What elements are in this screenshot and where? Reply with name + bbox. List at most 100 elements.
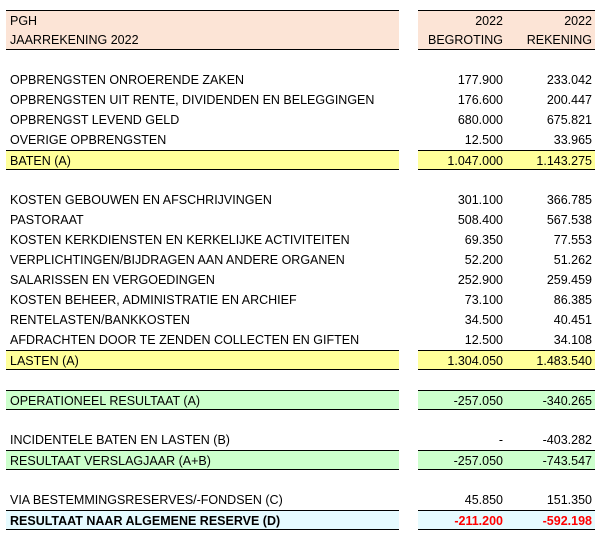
begroting-value: 176.600 <box>457 93 503 107</box>
rekening-value: 33.965 <box>553 133 592 147</box>
rekening-value: 259.459 <box>546 273 592 287</box>
row-values: 12.500 33.965 <box>418 130 595 150</box>
table-row: OPBRENGSTEN ONROERENDE ZAKEN 177.900 233.0… <box>0 70 602 90</box>
report-title: JAARREKENING 2022 <box>6 30 399 50</box>
begroting-value: 12.500 <box>464 333 503 347</box>
rekening-value: 151.350 <box>546 493 592 507</box>
rekening-header: REKENING <box>526 33 592 47</box>
begroting-value: 1.047.000 <box>447 154 503 168</box>
begroting-value: 508.400 <box>457 213 503 227</box>
row-values: -257.050 -340.265 <box>418 390 595 410</box>
table-row: KOSTEN GEBOUWEN EN AFSCHRIJVINGEN 301.100… <box>0 190 602 210</box>
begroting-value: 52.200 <box>464 253 503 267</box>
row-label: RENTELASTEN/BANKKOSTEN <box>10 313 190 327</box>
row-label: KOSTEN BEHEER, ADMINISTRATIE EN ARCHIEF <box>10 293 297 307</box>
row-label: SALARISSEN EN VERGOEDINGEN <box>10 273 215 287</box>
row-label: KOSTEN KERKDIENSTEN EN KERKELIJKE ACTIVI… <box>10 233 350 247</box>
begroting-value: 45.850 <box>464 493 503 507</box>
table-row: SALARISSEN EN VERGOEDINGEN 252.900 259.459 <box>0 270 602 290</box>
rekening-value: 86.385 <box>553 293 592 307</box>
header-years: 2022 2022 <box>418 10 595 30</box>
rekening-value: 675.821 <box>546 113 592 127</box>
report-org: PGH <box>6 10 399 30</box>
row-values: 508.400 567.538 <box>418 210 595 230</box>
table-row: LASTEN (A) 1.304.050 1.483.540 <box>0 350 602 370</box>
begroting-value: -257.050 <box>453 454 503 468</box>
begroting-value: -257.050 <box>453 394 503 408</box>
table-row: INCIDENTELE BATEN EN LASTEN (B) - -403.282 <box>0 430 602 450</box>
begroting-value: 73.100 <box>464 293 503 307</box>
table-row: KOSTEN KERKDIENSTEN EN KERKELIJKE ACTIVI… <box>0 230 602 250</box>
row-values: -211.200 -592.198 <box>418 510 595 530</box>
row-label: KOSTEN GEBOUWEN EN AFSCHRIJVINGEN <box>10 193 272 207</box>
rekening-value: 77.553 <box>553 233 592 247</box>
rekening-year: 2022 <box>564 14 592 28</box>
rekening-value: 1.483.540 <box>536 354 592 368</box>
row-values: - -403.282 <box>418 430 595 450</box>
rekening-value: -743.547 <box>542 454 592 468</box>
rekening-value: -340.265 <box>542 394 592 408</box>
table-row: OPBRENGSTEN UIT RENTE, DIVIDENDEN EN BEL… <box>0 90 602 110</box>
row-label: VERPLICHTINGEN/BIJDRAGEN AAN ANDERE ORGA… <box>10 253 345 267</box>
row-values: 73.100 86.385 <box>418 290 595 310</box>
table-row: OVERIGE OPBRENGSTEN 12.500 33.965 <box>0 130 602 150</box>
table-row: RENTELASTEN/BANKKOSTEN 34.500 40.451 <box>0 310 602 330</box>
begroting-value: 301.100 <box>457 193 503 207</box>
begroting-value: - <box>498 433 503 447</box>
begroting-value: 177.900 <box>457 73 503 87</box>
row-label: AFDRACHTEN DOOR TE ZENDEN COLLECTEN EN G… <box>10 333 360 347</box>
begroting-value: 12.500 <box>464 133 503 147</box>
row-values: 34.500 40.451 <box>418 310 595 330</box>
table-row: PASTORAAT 508.400 567.538 <box>0 210 602 230</box>
header-row-1: PGH 2022 2022 <box>0 10 602 30</box>
rekening-value: 233.042 <box>546 73 592 87</box>
row-label: PASTORAAT <box>10 213 84 227</box>
row-values: 45.850 151.350 <box>418 490 595 510</box>
rekening-value: -403.282 <box>542 433 592 447</box>
row-values: 1.047.000 1.143.275 <box>418 150 595 170</box>
begroting-value: -211.200 <box>454 514 503 528</box>
rekening-value: 1.143.275 <box>536 154 592 168</box>
row-label: LASTEN (A) <box>6 350 399 370</box>
row-label: RESULTAAT NAAR ALGEMENE RESERVE (D) <box>6 510 399 530</box>
begroting-value: 252.900 <box>457 273 503 287</box>
header-labels: BEGROTING REKENING <box>418 30 595 50</box>
row-label: VIA BESTEMMINGSRESERVES/-FONDSEN (C) <box>10 493 283 507</box>
begroting-value: 680.000 <box>457 113 503 127</box>
table-row: OPERATIONEEL RESULTAAT (A) -257.050 -340.2… <box>0 390 602 410</box>
row-values: 177.900 233.042 <box>418 70 595 90</box>
begroting-year: 2022 <box>475 14 503 28</box>
header-row-2: JAARREKENING 2022 BEGROTING REKENING <box>0 30 602 50</box>
row-label: RESULTAAT VERSLAGJAAR (A+B) <box>6 450 399 470</box>
row-values: -257.050 -743.547 <box>418 450 595 470</box>
row-values: 176.600 200.447 <box>418 90 595 110</box>
row-label: INCIDENTELE BATEN EN LASTEN (B) <box>10 433 230 447</box>
row-values: 301.100 366.785 <box>418 190 595 210</box>
rekening-value: 567.538 <box>546 213 592 227</box>
rekening-value: 200.447 <box>546 93 592 107</box>
begroting-value: 69.350 <box>464 233 503 247</box>
row-label: OPBRENGSTEN ONROERENDE ZAKEN <box>10 73 245 87</box>
table-row: RESULTAAT VERSLAGJAAR (A+B) -257.050 -743.… <box>0 450 602 470</box>
begroting-value: 34.500 <box>464 313 503 327</box>
row-values: 680.000 675.821 <box>418 110 595 130</box>
table-row: VERPLICHTINGEN/BIJDRAGEN AAN ANDERE ORGA… <box>0 250 602 270</box>
row-values: 252.900 259.459 <box>418 270 595 290</box>
row-values: 52.200 51.262 <box>418 250 595 270</box>
begroting-value: 1.304.050 <box>447 354 503 368</box>
row-values: 1.304.050 1.483.540 <box>418 350 595 370</box>
row-label: OVERIGE OPBRENGSTEN <box>10 133 167 147</box>
row-label: OPBRENGSTEN UIT RENTE, DIVIDENDEN EN BEL… <box>10 93 375 107</box>
table-row: OPBRENGST LEVEND GELD 680.000 675.821 <box>0 110 602 130</box>
row-label: BATEN (A) <box>6 150 399 170</box>
table-row: AFDRACHTEN DOOR TE ZENDEN COLLECTEN EN G… <box>0 330 602 350</box>
row-values: 69.350 77.553 <box>418 230 595 250</box>
rekening-value: 34.108 <box>553 333 592 347</box>
row-label: OPERATIONEEL RESULTAAT (A) <box>6 390 399 410</box>
rekening-value: 40.451 <box>553 313 592 327</box>
rekening-value: -592.198 <box>542 514 592 528</box>
table-row: RESULTAAT NAAR ALGEMENE RESERVE (D) -211.… <box>0 510 602 530</box>
table-row: VIA BESTEMMINGSRESERVES/-FONDSEN (C) 45.8… <box>0 490 602 510</box>
begroting-header: BEGROTING <box>427 33 503 47</box>
rekening-value: 51.262 <box>553 253 592 267</box>
